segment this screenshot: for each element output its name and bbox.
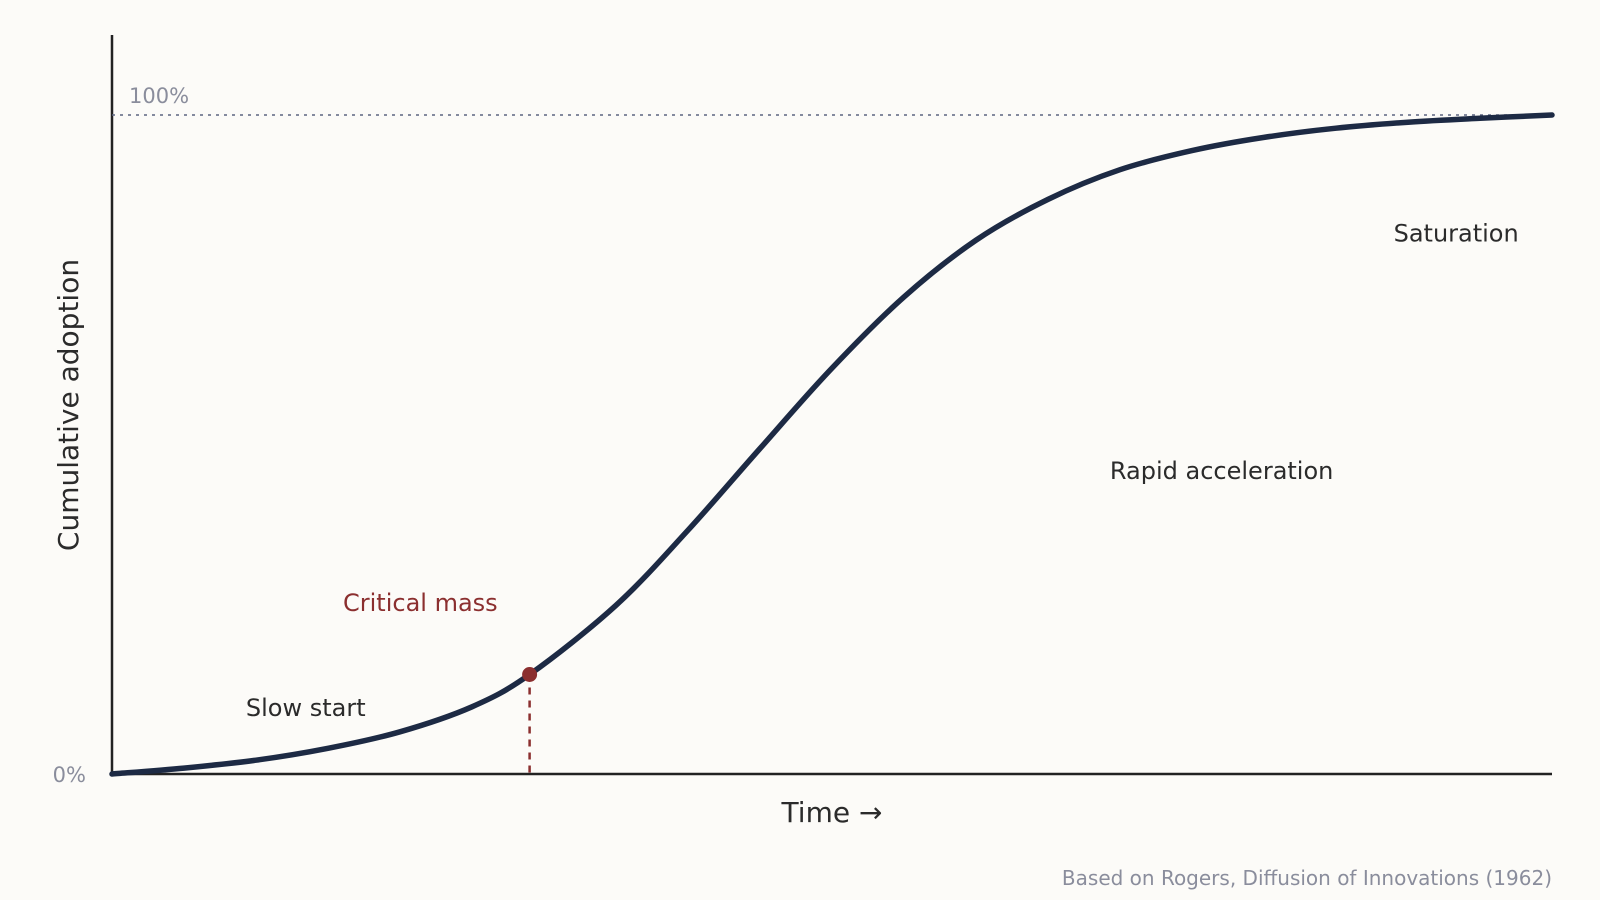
annotation-rapid-acceleration: Rapid acceleration xyxy=(1110,457,1333,485)
reference-label-100: 100% xyxy=(129,84,189,108)
x-axis-label: Time → xyxy=(781,796,883,829)
source-note: Based on Rogers, Diffusion of Innovation… xyxy=(1062,866,1552,890)
y-tick-label-0: 0% xyxy=(53,763,86,787)
adoption-curve xyxy=(109,112,1555,777)
critical-mass-label: Critical mass xyxy=(343,589,498,617)
annotation-slow-start: Slow start xyxy=(246,694,366,722)
y-axis-label: Cumulative adoption xyxy=(52,259,85,551)
annotation-saturation: Saturation xyxy=(1394,220,1519,248)
critical-mass-point xyxy=(522,666,538,682)
